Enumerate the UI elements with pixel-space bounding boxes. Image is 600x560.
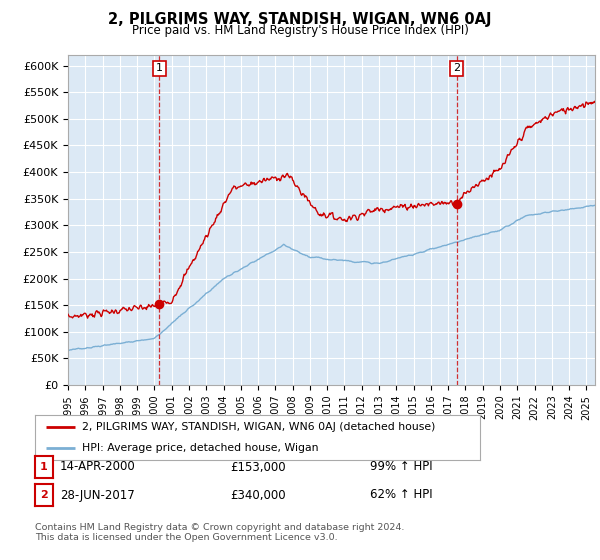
Text: 2, PILGRIMS WAY, STANDISH, WIGAN, WN6 0AJ: 2, PILGRIMS WAY, STANDISH, WIGAN, WN6 0A… <box>108 12 492 27</box>
Text: Price paid vs. HM Land Registry's House Price Index (HPI): Price paid vs. HM Land Registry's House … <box>131 24 469 36</box>
Text: 2: 2 <box>40 490 48 500</box>
Text: 1: 1 <box>40 462 48 472</box>
Text: 2, PILGRIMS WAY, STANDISH, WIGAN, WN6 0AJ (detached house): 2, PILGRIMS WAY, STANDISH, WIGAN, WN6 0A… <box>82 422 435 432</box>
Text: 28-JUN-2017: 28-JUN-2017 <box>60 488 135 502</box>
Text: 14-APR-2000: 14-APR-2000 <box>60 460 136 474</box>
Text: 2: 2 <box>453 63 460 73</box>
Text: 62% ↑ HPI: 62% ↑ HPI <box>370 488 433 502</box>
Text: £153,000: £153,000 <box>230 460 286 474</box>
Text: £340,000: £340,000 <box>230 488 286 502</box>
Text: 1: 1 <box>156 63 163 73</box>
Text: HPI: Average price, detached house, Wigan: HPI: Average price, detached house, Wiga… <box>82 443 318 453</box>
Text: Contains HM Land Registry data © Crown copyright and database right 2024.
This d: Contains HM Land Registry data © Crown c… <box>35 522 404 542</box>
Text: 99% ↑ HPI: 99% ↑ HPI <box>370 460 433 474</box>
